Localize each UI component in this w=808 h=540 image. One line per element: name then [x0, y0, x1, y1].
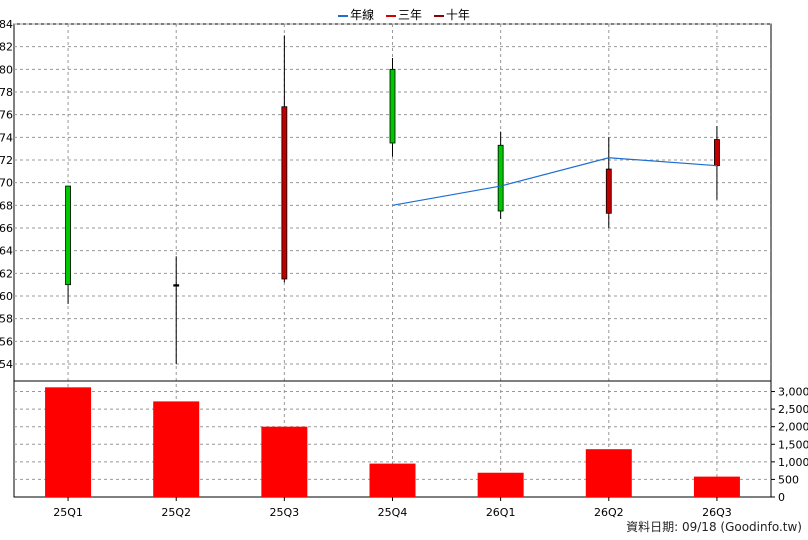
legend-item-three-year: 三年 [385, 6, 422, 23]
candle-body [173, 284, 180, 287]
volume-tick-label: 500 [778, 473, 799, 486]
price-tick-label: 62 [0, 267, 13, 280]
footer-source: 資料日期: 09/18 (Goodinfo.tw) [626, 520, 802, 534]
price-tick-label: 78 [0, 86, 13, 99]
volume-bar [369, 463, 416, 497]
volume-bar [153, 401, 200, 497]
legend-label-annual: 年線 [350, 8, 375, 22]
volume-tick-label: 3,000 [778, 386, 808, 399]
x-tick-label: 25Q3 [270, 506, 300, 519]
price-tick-label: 80 [0, 63, 13, 76]
legend-item-annual: 年線 [338, 6, 374, 23]
volume-tick-label: 0 [778, 491, 785, 504]
price-tick-label: 58 [0, 313, 13, 326]
legend-swatch-three-year [385, 14, 396, 17]
price-tick-label: 60 [0, 290, 13, 303]
price-tick-label: 68 [0, 199, 13, 212]
volume-bar [477, 472, 524, 497]
price-tick-label: 84 [0, 18, 13, 31]
candle-body [714, 139, 720, 167]
volume-bar [585, 449, 632, 497]
legend-swatch-annual [338, 14, 349, 17]
volume-bar [261, 426, 308, 497]
volume-tick-label: 2,500 [778, 403, 808, 416]
price-tick-label: 74 [0, 131, 13, 144]
volume-tick-label: 1,500 [778, 438, 808, 451]
legend-item-ten-year: 十年 [433, 6, 470, 23]
volume-bar [693, 476, 740, 497]
x-tick-label: 26Q2 [594, 506, 624, 519]
price-tick-label: 64 [0, 245, 13, 258]
x-tick-label: 25Q2 [161, 506, 191, 519]
candle-body [605, 168, 612, 214]
x-tick-label: 25Q4 [378, 506, 408, 519]
legend: 年線 三年 十年 [0, 6, 808, 23]
x-tick-label: 26Q1 [486, 506, 516, 519]
price-tick-label: 56 [0, 335, 13, 348]
legend-swatch-ten-year [433, 14, 444, 17]
price-tick-label: 54 [0, 358, 13, 371]
price-tick-label: 72 [0, 154, 13, 167]
candle-body [389, 68, 396, 144]
legend-label-three-year: 三年 [397, 8, 422, 22]
x-tick-label: 25Q1 [53, 506, 83, 519]
volume-tick-label: 1,000 [778, 456, 808, 469]
candle-body [281, 106, 288, 280]
candle-body [497, 144, 504, 212]
annual-line [392, 157, 717, 206]
candle-body [65, 185, 71, 286]
x-tick-label: 26Q3 [702, 506, 732, 519]
price-tick-label: 70 [0, 177, 13, 190]
price-tick-label: 76 [0, 109, 13, 122]
volume-bar [45, 387, 92, 497]
volume-tick-label: 2,000 [778, 421, 808, 434]
price-tick-label: 66 [0, 222, 13, 235]
price-tick-label: 82 [0, 41, 13, 54]
legend-label-ten-year: 十年 [445, 8, 470, 22]
